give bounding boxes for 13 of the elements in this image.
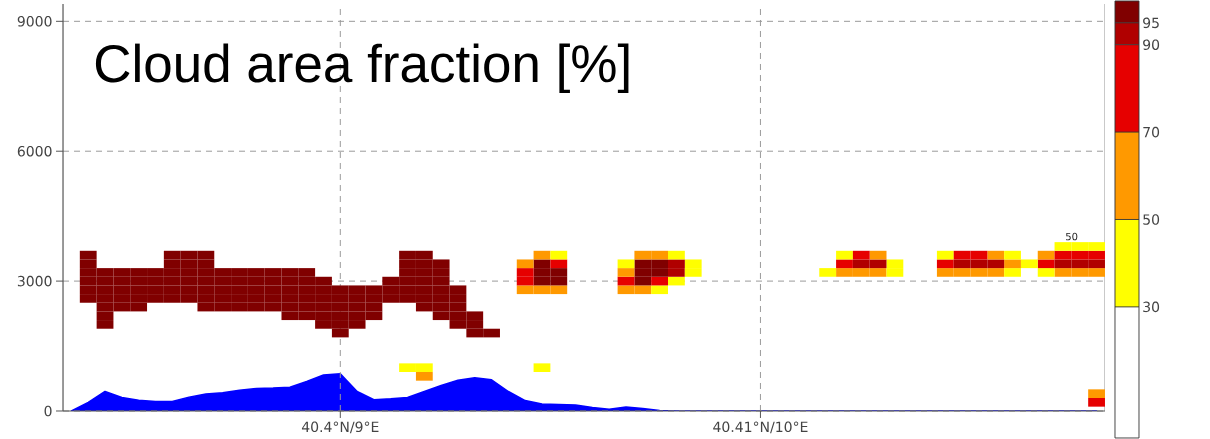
y-tick-label: 3000 bbox=[17, 275, 52, 287]
x-tick-label: 40.41°N/10°E bbox=[713, 421, 808, 434]
x-tick-label: 40.4°N/9°E bbox=[301, 421, 379, 434]
color-bar-label: 90 bbox=[1143, 39, 1160, 50]
color-bar-label: 30 bbox=[1143, 301, 1160, 313]
color-bar-label: 95 bbox=[1143, 17, 1159, 29]
color-bar-label: 70 bbox=[1143, 126, 1160, 138]
color-bar-label: 50 bbox=[1143, 214, 1160, 225]
annotation: 50 bbox=[1066, 232, 1078, 241]
y-tick-label: 6000 bbox=[17, 145, 52, 157]
y-tick-label: 0 bbox=[44, 405, 52, 417]
text: Cloud area fraction [%] bbox=[95, 43, 629, 93]
y-tick-label: 9000 bbox=[17, 16, 52, 27]
